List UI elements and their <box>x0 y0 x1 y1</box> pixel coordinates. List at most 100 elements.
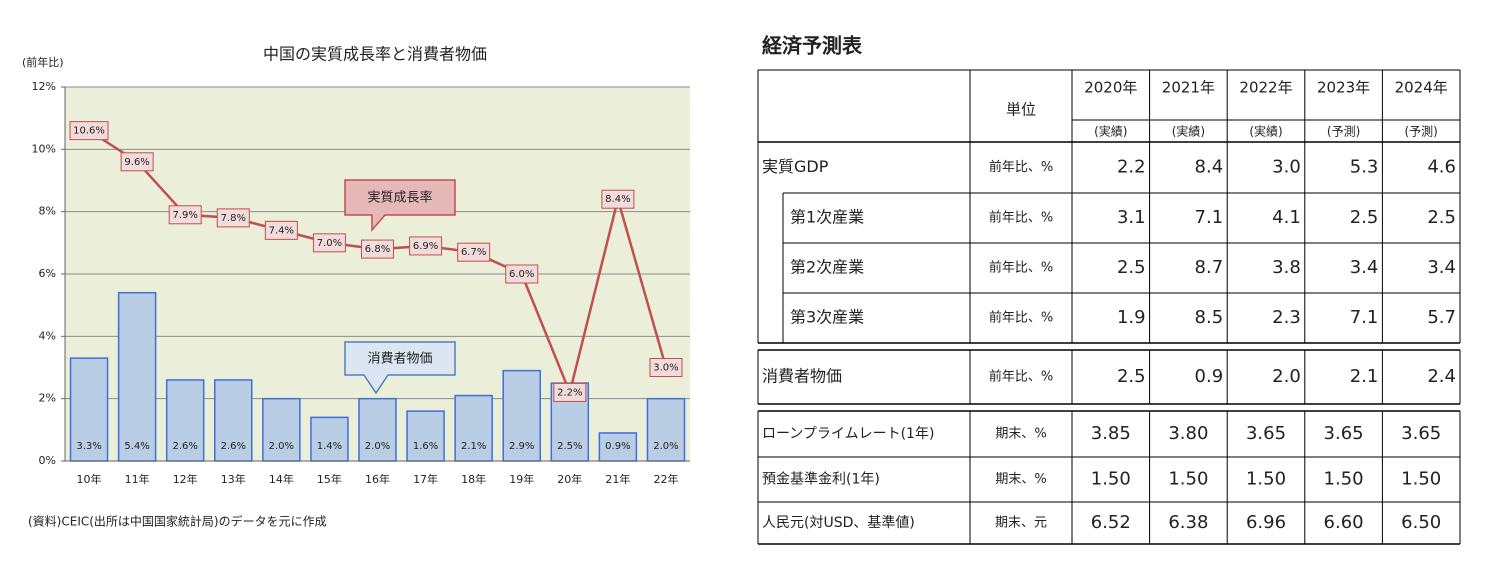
x-tick-label: 16年 <box>365 472 390 486</box>
bar <box>310 416 349 462</box>
y-tick-label: 4% <box>39 329 56 342</box>
cell-value: 3.4 <box>1350 257 1379 278</box>
x-tick-label: 21年 <box>605 472 630 486</box>
row-label: 第3次産業 <box>790 308 864 327</box>
line-value-label: 3.0% <box>653 363 678 374</box>
line-value-label: 6.7% <box>461 247 486 258</box>
callout-line: 実質成長率 <box>344 179 456 233</box>
cell-value: 3.65 <box>1246 423 1286 444</box>
cell-value: 1.50 <box>1324 469 1364 490</box>
y-tick-label: 8% <box>39 205 56 218</box>
cell-value: 2.0 <box>1272 366 1301 387</box>
x-tick-label: 20年 <box>557 472 582 486</box>
label-box <box>69 121 109 141</box>
table-title: 経済予測表 <box>762 34 863 58</box>
row-unit: 前年比、% <box>989 310 1053 326</box>
row-label: 第1次産業 <box>790 208 864 227</box>
cell-value: 1.50 <box>1168 469 1208 490</box>
cell-value: 2.5 <box>1117 366 1146 387</box>
bar-value-label: 2.0% <box>653 441 678 452</box>
bar <box>214 379 253 462</box>
bar <box>406 410 445 462</box>
cell-value: 6.50 <box>1401 512 1441 533</box>
line-value-label: 8.4% <box>605 194 630 205</box>
x-tick-label: 11年 <box>125 472 150 486</box>
year-header: 2021年 <box>1162 79 1215 97</box>
label-box <box>120 152 154 172</box>
unit-header: 単位 <box>1006 101 1036 119</box>
year-header: 2024年 <box>1395 79 1448 97</box>
table: 単位 2020年 (実績) 2021年 (実績) 2022年 (実績) 2023年 (予測) 20… <box>757 69 1461 545</box>
year-header: 2022年 <box>1239 79 1292 97</box>
row-unit: 期末、% <box>995 472 1046 487</box>
bar-value-label: 3.3% <box>76 441 101 452</box>
label-box <box>649 358 683 377</box>
cell-value: 7.1 <box>1350 307 1379 328</box>
cell-value: 8.5 <box>1195 307 1224 328</box>
line-value-label: 9.6% <box>124 157 149 168</box>
callout-text: 実質成長率 <box>367 190 432 206</box>
line-value-label: 10.6% <box>73 126 105 137</box>
bar-value-label: 2.0% <box>269 441 294 452</box>
bar <box>69 357 109 462</box>
year-header: 2023年 <box>1317 79 1370 97</box>
bar <box>646 397 686 462</box>
y-tick-label: 0% <box>39 454 56 467</box>
y-tick-label: 2% <box>39 392 56 405</box>
bar-value-label: 1.6% <box>413 441 438 452</box>
label-box <box>216 208 250 228</box>
line-value-label: 7.4% <box>269 225 294 236</box>
row-label: 人民元(対USD、基準値) <box>762 514 915 531</box>
bar <box>117 291 157 462</box>
status-header: (実績) <box>1094 124 1127 139</box>
line-value-label: 7.9% <box>172 210 197 221</box>
status-header: (予測) <box>1405 125 1438 139</box>
cell-value: 2.5 <box>1117 257 1146 278</box>
bar-value-label: 5.4% <box>124 441 149 452</box>
cell-value: 1.50 <box>1401 469 1441 490</box>
cell-value: 6.96 <box>1246 512 1286 533</box>
cell-value: 6.60 <box>1324 512 1364 533</box>
cell-value: 3.8 <box>1272 257 1301 278</box>
x-tick-label: 22年 <box>653 472 678 486</box>
row-label: 消費者物価 <box>762 367 842 386</box>
label-box <box>601 189 635 209</box>
bar-value-label: 2.0% <box>365 441 390 452</box>
y-axis-label: (前年比) <box>22 55 64 69</box>
cell-value: 3.65 <box>1401 423 1441 444</box>
line-value-label: 7.8% <box>221 213 246 224</box>
cell-value: 1.9 <box>1117 307 1146 328</box>
bar-value-label: 2.5% <box>557 441 582 452</box>
cell-value: 6.38 <box>1168 512 1208 533</box>
callout-bar: 消費者物価 <box>344 341 456 395</box>
row-unit: 前年比、% <box>989 369 1053 385</box>
cell-value: 3.1 <box>1117 207 1146 228</box>
label-box <box>361 239 394 259</box>
cell-value: 5.3 <box>1350 157 1379 178</box>
cell-value: 2.3 <box>1272 307 1301 328</box>
x-tick-label: 17年 <box>413 472 438 486</box>
bar-value-label: 1.4% <box>317 441 342 452</box>
bar-value-label: 0.9% <box>605 441 630 452</box>
line-value-label: 6.9% <box>413 241 438 252</box>
bar-value-label: 2.6% <box>221 441 246 452</box>
cell-value: 8.4 <box>1195 157 1224 178</box>
line-value-label: 7.0% <box>317 238 342 249</box>
row-label: 預金基準金利(1年) <box>762 471 880 488</box>
label-box <box>312 233 346 253</box>
cell-value: 3.80 <box>1168 423 1208 444</box>
cell-value: 4.1 <box>1272 207 1301 228</box>
cell-value: 3.65 <box>1324 423 1364 444</box>
x-tick-label: 19年 <box>509 472 534 486</box>
label-box <box>409 236 443 256</box>
cell-value: 2.2 <box>1117 157 1146 178</box>
cell-value: 2.1 <box>1350 366 1379 387</box>
x-tick-label: 12年 <box>173 472 198 486</box>
cell-value: 3.4 <box>1427 257 1456 278</box>
x-tick-label: 14年 <box>269 472 294 486</box>
callout-text: 消費者物価 <box>367 352 432 367</box>
line-value-label: 6.8% <box>365 244 390 255</box>
cell-value: 2.4 <box>1427 366 1456 387</box>
callout-box <box>344 341 456 395</box>
